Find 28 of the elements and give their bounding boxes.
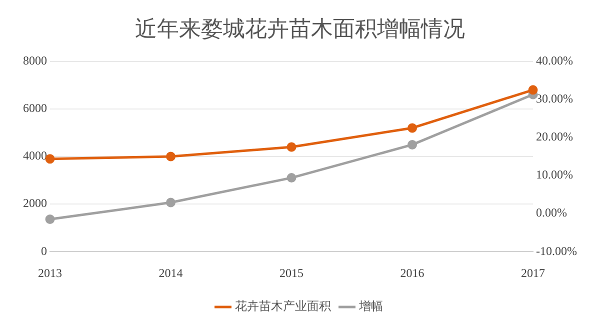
y-tick-label: 2000: [23, 196, 47, 210]
point: [166, 198, 176, 208]
y-tick-label: 8000: [23, 54, 47, 68]
point: [286, 173, 296, 183]
y-tick-label: 6000: [23, 101, 47, 116]
y2-tick-label: 10.00%: [536, 168, 574, 182]
point: [45, 154, 55, 164]
y2-tick-label: 30.00%: [536, 92, 574, 106]
y2-tick-label: 40.00%: [536, 54, 574, 68]
point: [408, 140, 418, 150]
y-tick-label: 0: [41, 244, 47, 258]
x-tick-label: 2014: [158, 266, 183, 280]
legend-label: 花卉苗木产业面积: [235, 299, 331, 314]
point: [408, 123, 418, 133]
y-tick-label: 4000: [23, 148, 47, 163]
chart-title: 近年来婺城花卉苗木面积增幅情况: [135, 16, 465, 41]
point: [45, 214, 55, 224]
x-tick-label: 2017: [521, 266, 546, 280]
y2-tick-label: -10.00%: [536, 244, 578, 258]
y2-tick-label: 20.00%: [536, 130, 574, 144]
x-tick-label: 2013: [38, 266, 62, 280]
point: [286, 142, 296, 152]
legend-label: 增幅: [358, 299, 383, 314]
x-tick-label: 2015: [280, 266, 304, 280]
y2-tick-label: 0.00%: [536, 206, 568, 220]
x-tick-label: 2016: [400, 266, 424, 280]
point: [528, 85, 538, 95]
point: [166, 152, 176, 162]
